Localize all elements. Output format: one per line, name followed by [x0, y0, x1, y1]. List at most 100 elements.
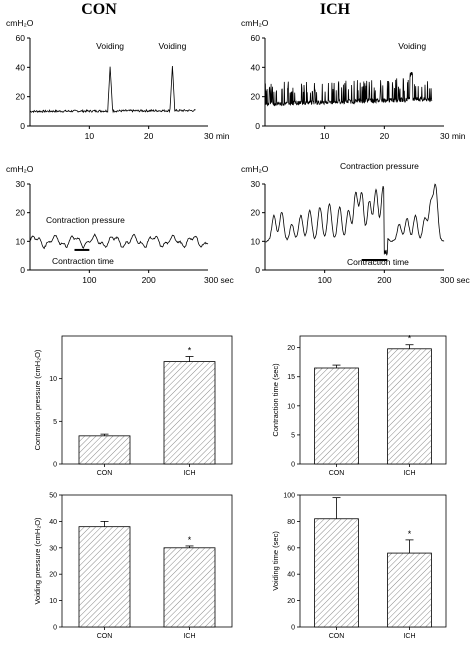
trace-panel-ich_cystometry: cmH₂O 0 20 40 60 10 20 30 min Voiding [241, 18, 466, 141]
significance-marker: * [188, 535, 192, 545]
contraction-time-label: Contraction time [347, 257, 409, 267]
y-tick-label: 60 [287, 545, 295, 552]
contraction-pressure-label: Contraction pressure [46, 215, 125, 225]
x-max-label: 30 min [204, 131, 230, 141]
y-tick-label: 0 [53, 625, 57, 632]
pressure-trace [29, 233, 209, 250]
y-tick-label: 10 [49, 598, 57, 605]
y-tick-label: 30 [49, 545, 57, 552]
y-tick-label: 0 [291, 625, 295, 632]
x-tick-label: ICH [183, 633, 195, 640]
bar-panel-voiding_time: 0 20 40 60 80 100 Voiding time (sec) CON ICH * [271, 493, 447, 640]
y-tick-label: 30 [16, 179, 26, 189]
y-tick-label: 0 [255, 121, 260, 131]
pressure-trace [264, 71, 433, 107]
bar-con [314, 367, 359, 465]
y-tick-label: 20 [251, 208, 261, 218]
bar-ich [163, 361, 216, 465]
x-tick-label: 10 [85, 131, 95, 141]
pressure-trace [29, 65, 196, 114]
x-tick-label: 20 [380, 131, 390, 141]
y-tick-label: 60 [251, 33, 261, 43]
bar-panel-contraction_time: 0 5 10 15 20 Contraction time (sec) CON ICH * [271, 334, 447, 477]
y-tick-label: 40 [16, 62, 26, 72]
plot-frame [299, 335, 447, 465]
y-unit-label: cmH₂O [6, 164, 34, 174]
bar-panel-contraction_pressure: 0 5 10 Contraction pressure (cmH₂O) CON ICH * [33, 335, 233, 477]
x-tick-label: 100 [82, 275, 96, 285]
y-tick-label: 20 [16, 92, 26, 102]
contraction-time-label: Contraction time [52, 256, 114, 266]
x-tick-label: ICH [403, 470, 415, 477]
plot-frame [61, 335, 233, 465]
y-tick-label: 20 [251, 92, 261, 102]
bar-ich [387, 552, 432, 628]
voiding-annotation: Voiding [398, 41, 426, 51]
bar-ich [387, 348, 432, 465]
y-tick-label: 20 [49, 572, 57, 579]
y-tick-label: 10 [49, 376, 57, 383]
x-tick-label: 200 [142, 275, 156, 285]
y-tick-label: 15 [287, 374, 295, 381]
x-tick-label: CON [97, 470, 113, 477]
trace-panel-con_contractions: cmH₂O 0 10 20 30 100 200 300 sec Contraction pre… [6, 164, 235, 285]
y-axis-label: Contraction time (sec) [271, 363, 280, 437]
y-tick-label: 80 [287, 519, 295, 526]
y-tick-label: 0 [20, 265, 25, 275]
y-tick-label: 5 [291, 432, 295, 439]
bar-panel-voiding_pressure: 0 10 20 30 40 50 Voiding pressure (cmH₂O) CON IC… [33, 493, 233, 640]
y-unit-label: cmH₂O [241, 164, 269, 174]
y-tick-label: 5 [53, 419, 57, 426]
pressure-trace [264, 183, 445, 256]
significance-marker: * [408, 529, 412, 539]
y-unit-label: cmH₂O [6, 18, 34, 28]
voiding-annotation: Voiding [96, 41, 124, 51]
y-tick-label: 40 [251, 62, 261, 72]
y-tick-label: 20 [287, 345, 295, 352]
x-max-label: 300 sec [440, 275, 471, 285]
y-tick-label: 0 [255, 265, 260, 275]
x-max-label: 30 min [440, 131, 466, 141]
y-axis-label: Voiding time (sec) [271, 531, 280, 591]
trace-panel-con_cystometry: cmH₂O 0 20 40 60 10 20 30 min Voiding Voiding [6, 18, 230, 141]
y-unit-label: cmH₂O [241, 18, 269, 28]
y-tick-label: 40 [287, 572, 295, 579]
x-tick-label: 20 [144, 131, 154, 141]
plot-frame [299, 494, 447, 628]
y-tick-label: 10 [16, 236, 26, 246]
y-tick-label: 10 [251, 236, 261, 246]
bar-con [78, 435, 131, 465]
y-tick-label: 60 [16, 33, 26, 43]
x-tick-label: ICH [403, 633, 415, 640]
x-tick-label: 10 [320, 131, 330, 141]
bar-ich [163, 547, 216, 628]
y-tick-label: 20 [287, 598, 295, 605]
significance-marker: * [188, 345, 192, 355]
trace-panel-ich_contractions: cmH₂O 0 10 20 30 100 200 300 sec Contraction pre… [241, 161, 471, 285]
y-axis-label: Contraction pressure (cmH₂O) [33, 349, 42, 450]
bar-con [314, 518, 359, 628]
x-tick-label: CON [329, 633, 345, 640]
y-tick-label: 100 [283, 493, 295, 500]
y-tick-label: 0 [20, 121, 25, 131]
x-tick-label: CON [329, 470, 345, 477]
y-tick-label: 40 [49, 519, 57, 526]
y-axis-label: Voiding pressure (cmH₂O) [33, 517, 42, 605]
x-tick-label: CON [97, 633, 113, 640]
y-tick-label: 10 [287, 403, 295, 410]
y-tick-label: 30 [251, 179, 261, 189]
x-tick-label: 200 [377, 275, 391, 285]
voiding-annotation: Voiding [158, 41, 186, 51]
y-tick-label: 0 [291, 462, 295, 469]
header-ich: ICH [320, 1, 351, 18]
x-tick-label: ICH [183, 470, 195, 477]
y-tick-label: 0 [53, 462, 57, 469]
y-tick-label: 50 [49, 493, 57, 500]
header-con: CON [81, 1, 117, 18]
y-tick-label: 20 [16, 208, 26, 218]
x-tick-label: 100 [318, 275, 332, 285]
contraction-pressure-label: Contraction pressure [340, 161, 419, 171]
plot-frame [61, 494, 233, 628]
significance-marker: * [408, 334, 412, 344]
